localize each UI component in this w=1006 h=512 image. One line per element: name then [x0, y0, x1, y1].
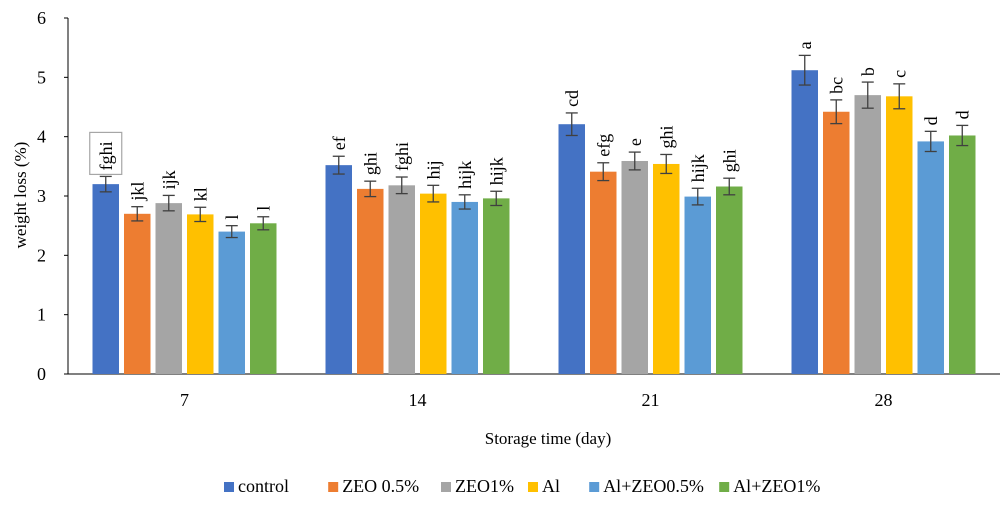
- y-tick-label: 2: [37, 245, 46, 265]
- data-label: hij: [423, 160, 443, 179]
- bar: [218, 231, 245, 374]
- legend-swatch: [224, 482, 234, 492]
- y-tick-label: 3: [37, 186, 46, 206]
- data-label: bc: [826, 77, 846, 94]
- data-label: b: [858, 67, 878, 76]
- x-axis-title: Storage time (day): [485, 429, 612, 448]
- data-label: d: [952, 110, 972, 119]
- legend-swatch: [528, 482, 538, 492]
- legend-label: Al+ZEO1%: [733, 476, 820, 496]
- bar: [124, 213, 151, 374]
- x-tick-label: 7: [180, 390, 189, 410]
- bar: [558, 124, 585, 374]
- x-tick-label: 14: [409, 390, 427, 410]
- x-axis: 7 14 21 28: [68, 373, 1000, 410]
- y-tick-label: 4: [37, 127, 46, 147]
- y-axis: 0 1 2 3 4 5 6: [37, 8, 69, 384]
- data-label: c: [889, 70, 909, 78]
- bar: [325, 165, 352, 374]
- data-label: fghi: [392, 142, 412, 171]
- bar: [155, 203, 182, 374]
- y-tick-label: 5: [37, 67, 46, 87]
- legend-swatch: [589, 482, 600, 492]
- x-tick-label: 28: [875, 390, 893, 410]
- bar: [917, 141, 944, 374]
- bar: [684, 196, 711, 374]
- data-label: hijk: [455, 161, 475, 189]
- bar: [621, 160, 648, 374]
- legend-swatch: [719, 482, 730, 492]
- data-label: ghi: [719, 149, 739, 172]
- bar: [791, 70, 818, 375]
- plot-area: [92, 54, 976, 375]
- data-label: ghi: [656, 125, 676, 148]
- bar: [92, 184, 119, 374]
- bar: [653, 163, 680, 374]
- legend-label: Al: [542, 476, 560, 496]
- x-tick-label: 21: [642, 390, 660, 410]
- y-tick-label: 6: [37, 8, 46, 28]
- selected-label-box: [89, 131, 123, 176]
- y-axis-title: weight loss (%): [11, 142, 30, 249]
- data-label: kl: [190, 187, 210, 201]
- legend-label: control: [238, 476, 289, 496]
- bar: [716, 186, 743, 374]
- data-label: ef: [329, 136, 349, 150]
- legend: control ZEO 0.5% ZEO1% Al Al+ZEO0.5% Al+ZEO1%: [224, 476, 820, 496]
- data-label: fghi: [96, 141, 116, 170]
- y-tick-label: 0: [37, 364, 46, 384]
- bar: [388, 185, 415, 374]
- y-tick-label: 1: [37, 305, 46, 325]
- bar: [854, 95, 881, 374]
- data-label: ijk: [159, 170, 179, 189]
- data-label: l: [222, 215, 242, 220]
- legend-label: ZEO 0.5%: [342, 476, 419, 496]
- bar: [187, 214, 214, 374]
- bar: [823, 111, 850, 374]
- legend-swatch: [441, 482, 451, 492]
- data-label: hijk: [688, 154, 708, 182]
- data-label: jkl: [127, 182, 147, 202]
- data-label: a: [795, 41, 815, 49]
- legend-label: Al+ZEO0.5%: [603, 476, 704, 496]
- bar: [483, 198, 510, 374]
- bar: [949, 135, 976, 374]
- legend-swatch: [328, 482, 339, 492]
- data-label: d: [921, 116, 941, 125]
- data-label: cd: [562, 90, 582, 107]
- bar: [886, 96, 913, 374]
- data-label: hijk: [486, 157, 506, 185]
- bar: [451, 201, 478, 374]
- bar: [357, 188, 384, 374]
- bar: [590, 171, 617, 374]
- bar: [250, 223, 277, 374]
- data-label: e: [625, 138, 645, 146]
- legend-label: ZEO1%: [455, 476, 514, 496]
- data-label: l: [253, 206, 273, 211]
- bar: [420, 193, 447, 374]
- data-label: efg: [593, 134, 613, 157]
- data-label: ghi: [360, 152, 380, 175]
